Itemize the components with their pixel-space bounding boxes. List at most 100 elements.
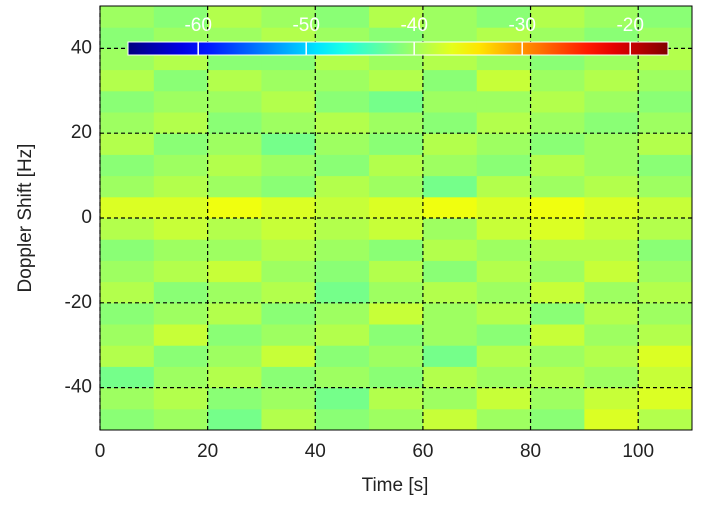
heatmap-cell — [153, 387, 209, 410]
heatmap-cell — [530, 175, 585, 198]
heatmap-cell — [261, 154, 316, 177]
heatmap-cell — [530, 6, 585, 28]
heatmap-cell — [530, 196, 585, 219]
heatmap-cell — [153, 6, 209, 28]
heatmap-cell — [261, 175, 316, 198]
heatmap-cell — [638, 281, 693, 304]
heatmap-cell — [261, 302, 316, 325]
heatmap-cell — [153, 281, 209, 304]
heatmap-cell — [369, 302, 424, 325]
heatmap-cell — [207, 408, 262, 431]
heatmap-cell — [584, 260, 639, 283]
heatmap-cell — [530, 239, 585, 261]
heatmap-cell — [153, 239, 209, 261]
heatmap-cell — [207, 324, 262, 346]
heatmap-cell — [369, 324, 424, 346]
heatmap-cell — [638, 366, 693, 389]
heatmap-cell — [422, 324, 478, 346]
heatmap-cell — [261, 366, 316, 389]
heatmap-cell — [261, 260, 316, 283]
heatmap-cell — [207, 112, 262, 134]
heatmap-cell — [476, 175, 532, 198]
heatmap-cell — [584, 90, 639, 113]
heatmap-cell — [100, 408, 155, 431]
heatmap-cell — [584, 218, 639, 240]
heatmap-cell — [422, 218, 478, 240]
heatmap-cell — [476, 133, 532, 155]
heatmap-cell — [153, 345, 209, 367]
heatmap-cell — [207, 133, 262, 155]
heatmap-cell — [261, 133, 316, 155]
heatmap-cell — [422, 175, 478, 198]
heatmap-cell — [476, 69, 532, 92]
heatmap-cell — [100, 324, 155, 346]
colorbar-tick-label: -20 — [616, 15, 643, 36]
heatmap-cell — [207, 260, 262, 283]
heatmap-cell — [261, 90, 316, 113]
heatmap-cell — [422, 387, 478, 410]
y-axis-label: Doppler Shift [Hz] — [15, 144, 36, 293]
x-axis-label: Time [s] — [362, 475, 429, 496]
heatmap-cell — [153, 196, 209, 219]
heatmap-cell — [638, 345, 693, 367]
heatmap-cell — [530, 302, 585, 325]
heatmap-cell — [369, 6, 424, 28]
x-tick-label: 100 — [622, 441, 654, 462]
colorbar-tick-label: -60 — [184, 15, 211, 36]
heatmap-cell — [422, 260, 478, 283]
heatmap-cell — [422, 112, 478, 134]
heatmap-cell — [476, 6, 532, 28]
heatmap-cell — [638, 387, 693, 410]
heatmap-cell — [207, 281, 262, 304]
heatmap-cell — [153, 175, 209, 198]
heatmap-cell — [476, 281, 532, 304]
heatmap-cell — [584, 239, 639, 261]
heatmap-cell — [476, 387, 532, 410]
heatmap-cell — [100, 154, 155, 177]
heatmap-cell — [100, 387, 155, 410]
heatmap-cell — [315, 6, 370, 28]
heatmap-cell — [369, 345, 424, 367]
heatmap-cell — [207, 196, 262, 219]
heatmap — [100, 6, 693, 431]
heatmap-cell — [638, 90, 693, 113]
heatmap-cell — [638, 175, 693, 198]
heatmap-cell — [315, 387, 370, 410]
heatmap-cell — [369, 366, 424, 389]
heatmap-cell — [530, 154, 585, 177]
heatmap-cell — [584, 69, 639, 92]
heatmap-cell — [153, 302, 209, 325]
heatmap-cell — [100, 366, 155, 389]
heatmap-cell — [315, 302, 370, 325]
y-tick-label: 20 — [71, 122, 92, 143]
heatmap-cell — [207, 218, 262, 240]
heatmap-cell — [315, 69, 370, 92]
heatmap-cell — [422, 133, 478, 155]
heatmap-cell — [638, 239, 693, 261]
heatmap-cell — [476, 239, 532, 261]
heatmap-cell — [530, 260, 585, 283]
heatmap-cell — [207, 6, 262, 28]
heatmap-cell — [530, 218, 585, 240]
y-tick-label: -40 — [65, 377, 92, 398]
x-tick-label: 0 — [95, 441, 106, 462]
colorbar — [127, 41, 669, 56]
colorbar-tick-label: -50 — [292, 15, 319, 36]
heatmap-cell — [100, 6, 155, 28]
heatmap-cell — [100, 175, 155, 198]
heatmap-cell — [153, 112, 209, 134]
heatmap-cell — [315, 366, 370, 389]
heatmap-cell — [261, 6, 316, 28]
heatmap-cell — [476, 324, 532, 346]
heatmap-cell — [530, 387, 585, 410]
heatmap-cell — [476, 366, 532, 389]
heatmap-cell — [207, 345, 262, 367]
heatmap-cell — [530, 133, 585, 155]
heatmap-cell — [422, 281, 478, 304]
heatmap-cell — [638, 133, 693, 155]
heatmap-cell — [261, 324, 316, 346]
heatmap-cell — [315, 90, 370, 113]
heatmap-cell — [638, 260, 693, 283]
heatmap-cell — [207, 387, 262, 410]
heatmap-cell — [100, 260, 155, 283]
